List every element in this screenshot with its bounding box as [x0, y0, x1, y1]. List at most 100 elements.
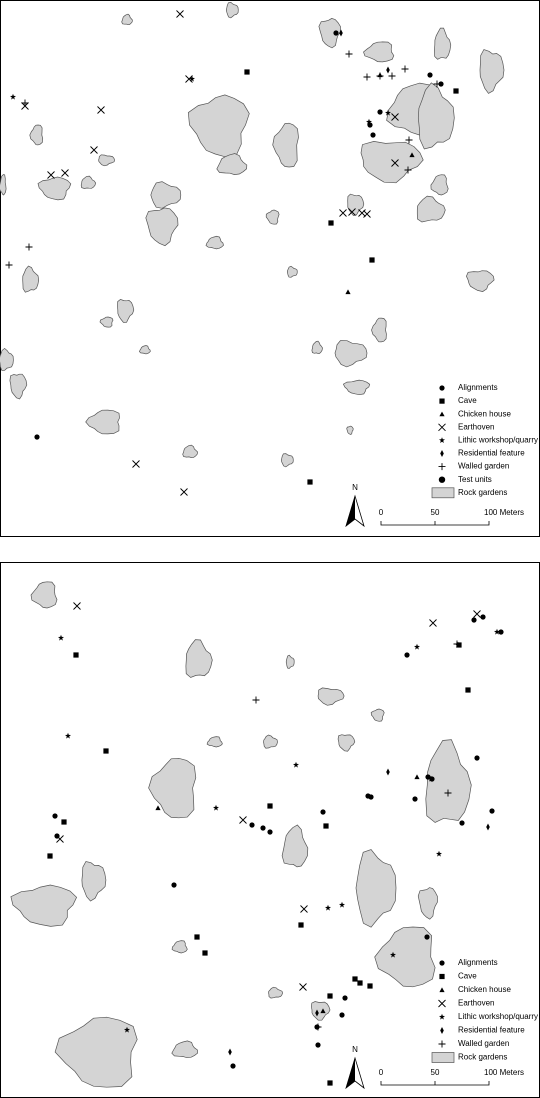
rock-garden-swatch: [431, 487, 455, 499]
rock-garden: [317, 687, 345, 706]
earthoven-marker: [438, 999, 446, 1008]
alignment-marker: [438, 81, 444, 87]
rock-garden: [342, 379, 371, 396]
earthoven-marker: [180, 488, 188, 496]
alignment-marker: [480, 614, 486, 620]
earthoven-marker: [239, 816, 247, 824]
alignment-marker: [52, 813, 58, 819]
cave-marker: [439, 973, 445, 980]
chicken-house-marker: [155, 805, 161, 811]
walled-garden-marker: [453, 640, 461, 648]
rock-garden: [225, 2, 239, 19]
legend-label: Walled garden: [458, 462, 509, 471]
legend-label: Alignments: [458, 383, 498, 392]
rock-garden: [363, 41, 395, 63]
alignment-marker: [471, 617, 477, 623]
cave-marker: [367, 983, 373, 989]
chicken-house-marker: [414, 774, 420, 780]
earthoven-marker: [339, 209, 347, 217]
walled-garden-marker: [401, 65, 409, 73]
rock-garden: [37, 176, 72, 201]
rock-garden: [263, 734, 278, 749]
walled-garden-marker: [21, 99, 29, 107]
rock-garden: [466, 270, 495, 292]
alignment-marker: [474, 755, 480, 761]
cave-marker: [327, 993, 333, 999]
earthoven-marker: [438, 423, 446, 432]
lithic-marker: [439, 437, 445, 443]
lithic-marker: [366, 118, 372, 125]
earthoven-marker: [300, 905, 308, 913]
walled-garden-marker: [376, 72, 384, 80]
cave-marker: [202, 950, 208, 956]
walled-garden-marker: [444, 789, 452, 797]
alignment-marker: [459, 820, 465, 826]
rock-garden: [80, 175, 97, 189]
cave-marker: [103, 748, 109, 754]
rock-garden: [430, 174, 449, 196]
cave-marker: [453, 88, 459, 94]
alignment-marker: [404, 652, 410, 658]
walled-garden-marker: [438, 463, 446, 471]
alignment-marker: [489, 808, 495, 814]
lithic-marker: [124, 1026, 130, 1033]
rock-garden: [318, 18, 341, 49]
rock-garden: [206, 736, 223, 748]
alignment-marker: [339, 1012, 345, 1018]
rock-garden: [182, 444, 198, 458]
earthoven-marker: [348, 208, 356, 216]
walled-garden-marker: [363, 73, 371, 81]
lithic-marker: [213, 804, 219, 811]
walled-garden-marker: [252, 696, 260, 704]
rock-garden: [360, 141, 424, 184]
residential-marker: [228, 1048, 232, 1056]
lithic-marker: [65, 732, 71, 739]
walled-garden-marker: [405, 136, 413, 144]
legend-label: Earthoven: [458, 422, 494, 431]
rock-garden: [216, 153, 248, 175]
rock-garden: [117, 299, 135, 323]
walled-garden-marker: [433, 80, 441, 88]
rock-garden: [171, 1040, 198, 1059]
alignment-marker: [377, 109, 383, 115]
scale-label: 0: [379, 1068, 384, 1077]
rock-garden: [0, 174, 7, 196]
chicken-house-marker: [439, 987, 445, 993]
rock-garden: [30, 581, 58, 609]
cave-marker: [61, 819, 67, 825]
rock-garden: [138, 345, 151, 355]
chicken-house-marker: [320, 1008, 326, 1014]
lithic-marker: [494, 628, 500, 635]
alignment-marker: [439, 960, 445, 966]
earthoven-marker: [56, 835, 64, 843]
legend-label: Rock gardens: [458, 1053, 507, 1062]
legend-label: Rock gardens: [458, 488, 507, 497]
earthoven-marker: [473, 610, 481, 618]
alignment-marker: [267, 829, 273, 835]
alignment-marker: [333, 30, 339, 36]
cave-marker: [369, 257, 375, 263]
rock-garden: [150, 181, 182, 209]
rock-garden: [334, 340, 368, 368]
north-arrow-shade: [346, 1058, 355, 1088]
walled-garden-marker: [345, 50, 353, 58]
north-label: N: [352, 1045, 358, 1054]
rock-garden: [286, 265, 298, 278]
residential-marker: [315, 1009, 319, 1017]
lithic-marker: [293, 761, 299, 768]
rock-garden: [374, 926, 436, 988]
alignment-marker: [438, 476, 446, 483]
earthoven-marker: [97, 106, 105, 114]
rock-garden: [311, 340, 323, 354]
rock-garden: [54, 1016, 138, 1088]
legend-label: Residential feature: [458, 449, 525, 458]
walled-garden-marker: [438, 1040, 446, 1048]
rock-garden: [148, 757, 197, 819]
earthoven-marker: [73, 602, 81, 610]
walled-garden-marker: [5, 261, 13, 269]
alignment-marker: [171, 882, 177, 888]
residential-marker: [339, 29, 343, 37]
rock-garden: [205, 235, 224, 250]
rock-garden: [417, 82, 455, 150]
earthoven-marker: [363, 210, 371, 218]
